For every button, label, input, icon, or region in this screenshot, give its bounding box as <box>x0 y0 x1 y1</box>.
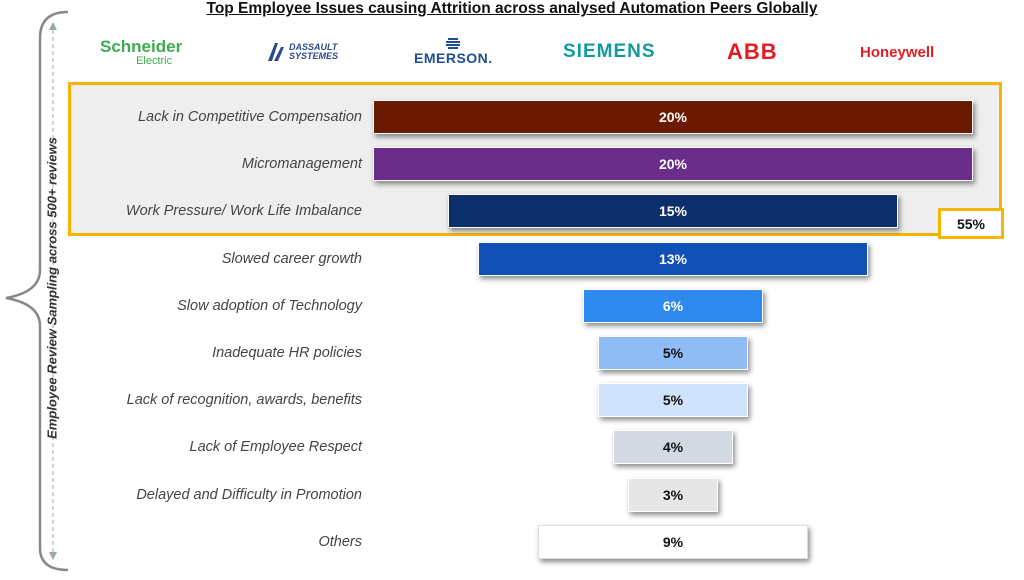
funnel-bar: 13% <box>478 241 868 276</box>
category-label: Slow adoption of Technology <box>177 297 362 314</box>
bar-value-label: 20% <box>658 156 688 173</box>
bar-value-label: 5% <box>662 345 684 361</box>
emerson-logo: EMERSON. <box>414 30 493 74</box>
side-brace <box>5 10 69 572</box>
funnel-bar: 3% <box>628 477 718 512</box>
emerson-logo-text: EMERSON. <box>414 50 493 66</box>
bar-value-label: 5% <box>662 392 684 409</box>
funnel-bar: 15% <box>448 194 898 229</box>
highlight-total-callout: 55% <box>938 208 1004 239</box>
bar-value-label: 3% <box>662 486 684 503</box>
side-axis-label-text: Employee Review Sampling across 500+ rev… <box>44 137 60 439</box>
category-label: Micromanagement <box>241 156 362 173</box>
siemens-logo: SIEMENS <box>563 30 656 74</box>
funnel-bar: 4% <box>613 430 733 465</box>
honeywell-logo-text: Honeywell <box>860 43 935 61</box>
category-label: Delayed and Difficulty in Promotion <box>136 486 362 503</box>
honeywell-logo: Honeywell <box>860 30 934 74</box>
category-label: Work Pressure/ Work Life Imbalance <box>125 203 362 220</box>
bar-value-label: 6% <box>662 297 684 314</box>
bar-value-label: 4% <box>662 439 684 456</box>
chart-title: Top Employee Issues causing Attrition ac… <box>206 0 818 17</box>
category-label: Inadequate HR policies <box>212 345 362 361</box>
siemens-logo-text: SIEMENS <box>563 41 656 62</box>
funnel-bar: 20% <box>373 100 973 134</box>
category-label: Lack of recognition, awards, benefits <box>126 392 362 409</box>
category-label: Others <box>318 533 362 550</box>
schneider-logo-line2: Electric <box>136 54 173 67</box>
abb-logo: ABB <box>727 30 778 74</box>
schneider-electric-logo: Schneider Electric <box>100 30 182 74</box>
company-logos: Schneider Electric DASSAULT SYSTEMES EME… <box>0 30 1024 74</box>
dassault-systemes-logo: DASSAULT SYSTEMES <box>266 30 338 74</box>
dassault-mark-icon <box>268 43 284 61</box>
dassault-logo-line2: SYSTEMES <box>289 51 339 61</box>
bar-value-label: 15% <box>658 203 688 220</box>
dassault-logo-line1: DASSAULT <box>289 42 338 52</box>
schneider-logo-line1: Schneider <box>100 36 183 56</box>
highlight-total-value: 55% <box>956 215 986 232</box>
funnel-bar: 5% <box>598 336 748 370</box>
category-label: Lack in Competitive Compensation <box>137 109 362 125</box>
funnel-bar: 9% <box>538 524 808 559</box>
emerson-mark-icon <box>446 38 461 49</box>
funnel-bar: 5% <box>598 383 748 418</box>
category-label: Slowed career growth <box>221 250 362 267</box>
bar-value-label: 13% <box>658 250 688 267</box>
funnel-bar: 6% <box>583 288 763 323</box>
category-label: Lack of Employee Respect <box>189 439 362 456</box>
bar-value-label: 9% <box>662 533 684 550</box>
abb-logo-text: ABB <box>727 39 778 64</box>
funnel-bar: 20% <box>373 147 973 182</box>
bar-value-label: 20% <box>658 109 688 125</box>
